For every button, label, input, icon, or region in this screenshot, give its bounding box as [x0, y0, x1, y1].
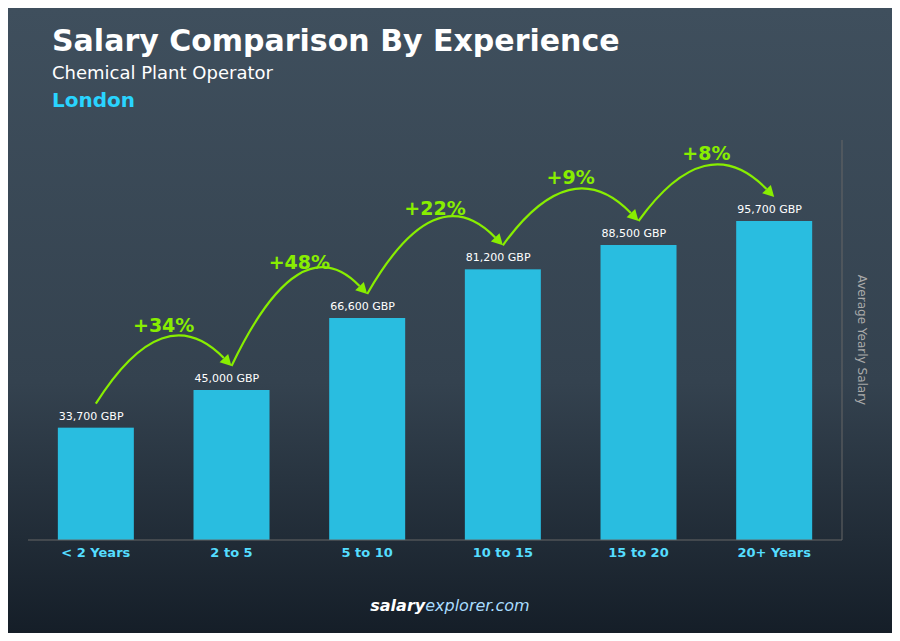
svg-text:81,200 GBP: 81,200 GBP	[466, 251, 531, 264]
svg-text:Average Yearly Salary: Average Yearly Salary	[855, 275, 869, 405]
svg-text:33,700 GBP: 33,700 GBP	[59, 410, 124, 423]
svg-text:2 to 5: 2 to 5	[210, 545, 252, 560]
svg-text:45,000 GBP: 45,000 GBP	[195, 372, 260, 385]
html-text:Salary Comparison By Experienc: Salary Comparison By Experience	[52, 23, 620, 58]
svg-text:15 to 20: 15 to 20	[608, 545, 668, 560]
svg-text:+9%: +9%	[547, 166, 595, 188]
svg-text:+34%: +34%	[133, 314, 194, 336]
html-text:London: London	[52, 88, 135, 112]
svg-text:+8%: +8%	[682, 142, 730, 164]
svg-text:10 to 15: 10 to 15	[473, 545, 533, 560]
html-text:Chemical Plant Operator: Chemical Plant Operator	[52, 62, 273, 83]
svg-text:+22%: +22%	[404, 197, 465, 219]
svg-text:66,600 GBP: 66,600 GBP	[330, 300, 395, 313]
svg-text:95,700 GBP: 95,700 GBP	[737, 203, 802, 216]
svg-text:+48%: +48%	[269, 251, 330, 273]
svg-text:88,500 GBP: 88,500 GBP	[602, 227, 667, 240]
html-text:salary explorer.com: salary explorer.com	[370, 596, 530, 615]
svg-text:5 to 10: 5 to 10	[341, 545, 392, 560]
svg-text:< 2 Years: < 2 Years	[61, 545, 130, 560]
svg-text:20+ Years: 20+ Years	[737, 545, 811, 560]
